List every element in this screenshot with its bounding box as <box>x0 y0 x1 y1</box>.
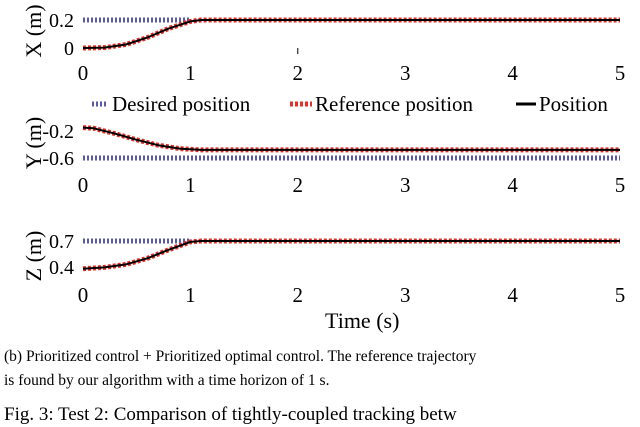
y-tick-label-3-2: 0.4 <box>49 257 74 279</box>
x-tick-label-1-5: 4 <box>507 61 518 85</box>
y-tick-label-2-2: -0.6 <box>42 148 74 170</box>
x-tick-label-3-3: 2 <box>293 283 304 307</box>
series-line-1-2 <box>82 17 620 51</box>
x-tick-label-3-4: 3 <box>400 283 411 307</box>
x-tick-label-2-3: 2 <box>293 173 304 197</box>
x-tick-label-3-1: 0 <box>78 283 89 307</box>
x-tick-label-1-2: 1 <box>185 61 196 85</box>
x-tick-label-1-6: 5 <box>615 61 626 85</box>
x-tick-label-2-6: 5 <box>615 173 626 197</box>
series-line-2-3 <box>82 126 620 151</box>
x-tick-label-1-3: 2 <box>293 61 304 85</box>
x-tick-label-3-6: 5 <box>615 283 626 307</box>
legend-label-1: Desired position <box>112 92 251 116</box>
y-axis-label-2: Y (m) <box>21 117 46 169</box>
y-tick-label-3-1: 0.7 <box>49 231 74 253</box>
x-tick-label-3-2: 1 <box>185 283 196 307</box>
caption-line-2: is found by our algorithm with a time ho… <box>4 372 330 389</box>
figure-caption-next: Fig. 3: Test 2: Comparison of tightly-co… <box>4 404 457 425</box>
y-axis-label-3: Z (m) <box>21 231 46 282</box>
x-tick-label-2-1: 0 <box>78 173 89 197</box>
legend-label-2: Reference position <box>315 92 474 116</box>
x-axis-label: Time (s) <box>325 308 399 333</box>
figure-panel: 00.20 1 2 3 4 5X (m)-0.2-0.60 1 2 3 4 5Y (m)0.70.4… <box>21 4 626 333</box>
y-tick-label-1-2: 0.2 <box>49 10 74 32</box>
y-tick-label-1-1: 0 <box>64 38 74 60</box>
series-line-3-3 <box>82 240 620 270</box>
series-line-1-3 <box>82 19 620 49</box>
y-tick-label-2-1: -0.2 <box>42 121 74 143</box>
x-tick-label-2-5: 4 <box>507 173 518 197</box>
x-tick-label-2-4: 3 <box>400 173 411 197</box>
caption-line-1: (b) Prioritized control + Prioritized op… <box>4 348 477 365</box>
series-line-3-2 <box>82 238 620 272</box>
x-tick-label-2-2: 1 <box>185 173 196 197</box>
x-tick-label-1-4: 3 <box>400 61 411 85</box>
x-tick-label-1-1: 0 <box>78 61 89 85</box>
legend-label-3: Position <box>539 92 608 116</box>
x-tick-label-3-5: 4 <box>507 283 518 307</box>
y-axis-label-1: X (m) <box>21 4 46 57</box>
